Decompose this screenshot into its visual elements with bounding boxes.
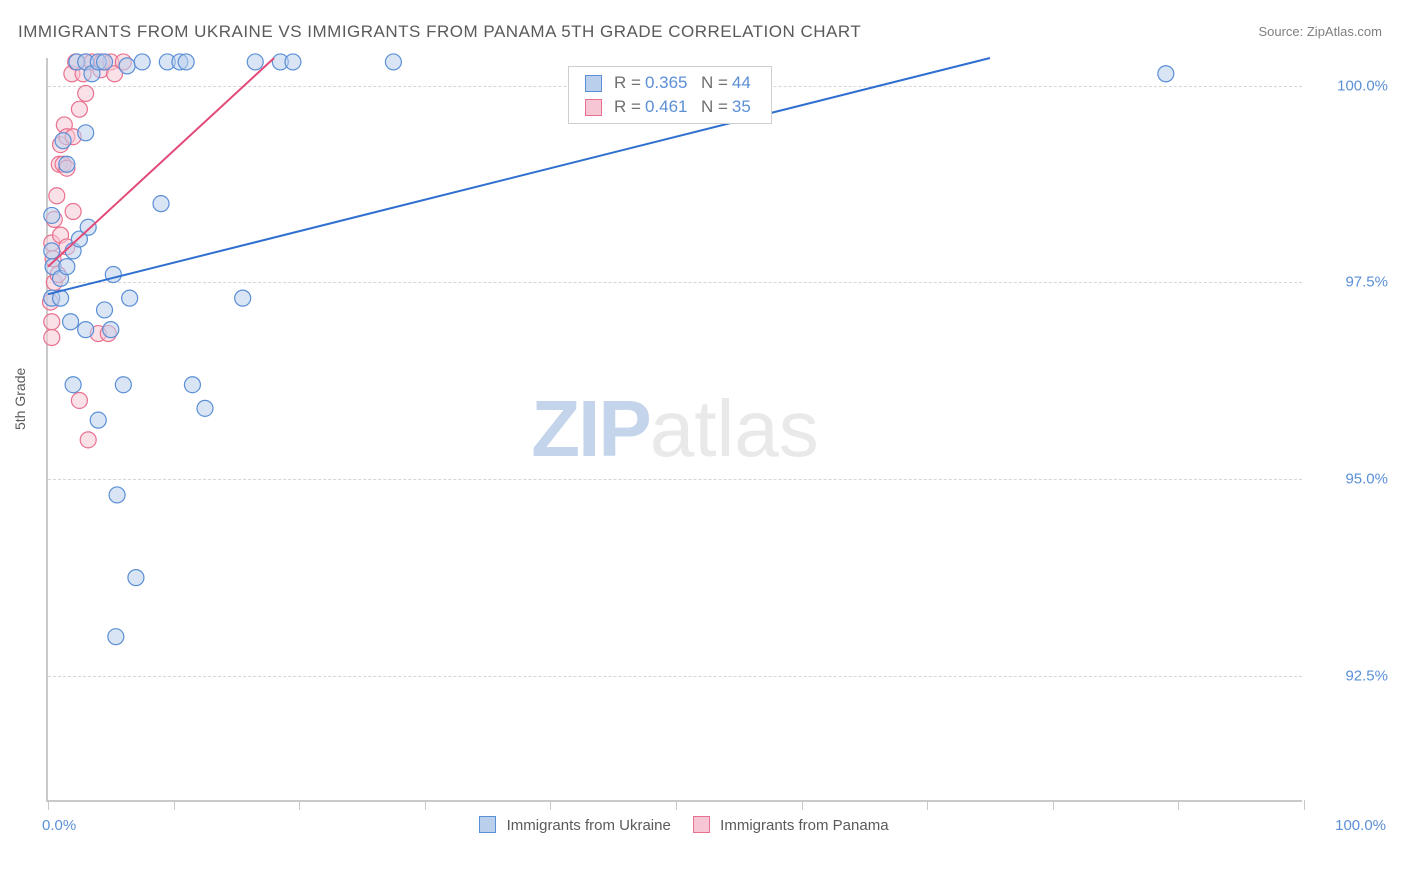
legend-bottom: Immigrants from Ukraine Immigrants from …	[48, 816, 1302, 834]
data-point	[235, 290, 251, 306]
data-point	[184, 377, 200, 393]
swatch-series-b-icon	[693, 816, 710, 833]
data-point	[80, 432, 96, 448]
data-point	[49, 188, 65, 204]
plot-area: ZIPatlas 92.5%95.0%97.5%100.0% R = 0.365…	[46, 58, 1302, 802]
data-point	[153, 196, 169, 212]
data-point	[103, 322, 119, 338]
x-tick	[927, 800, 928, 810]
r-label: R =	[614, 73, 641, 93]
x-tick	[802, 800, 803, 810]
data-point	[285, 54, 301, 70]
x-tick	[676, 800, 677, 810]
legend-label-b: Immigrants from Panama	[720, 817, 888, 834]
x-tick	[1053, 800, 1054, 810]
x-tick	[174, 800, 175, 810]
data-point	[385, 54, 401, 70]
data-point	[44, 314, 60, 330]
data-point	[97, 302, 113, 318]
data-point	[63, 314, 79, 330]
data-point	[44, 207, 60, 223]
data-point	[97, 54, 113, 70]
x-tick	[48, 800, 49, 810]
data-point	[78, 125, 94, 141]
swatch-series-a-icon	[585, 75, 602, 92]
legend-label-a: Immigrants from Ukraine	[507, 817, 671, 834]
data-point	[108, 629, 124, 645]
y-tick-label: 97.5%	[1318, 274, 1388, 291]
data-point	[59, 156, 75, 172]
stats-legend-box: R = 0.365 N = 44 R = 0.461 N = 35	[568, 66, 772, 124]
x-axis-label-max: 100.0%	[1335, 817, 1386, 834]
data-point	[78, 85, 94, 101]
source-label: Source:	[1258, 24, 1306, 39]
data-point	[71, 392, 87, 408]
swatch-series-b-icon	[585, 99, 602, 116]
x-tick	[1178, 800, 1179, 810]
data-point	[128, 570, 144, 586]
data-point	[122, 290, 138, 306]
chart-title: IMMIGRANTS FROM UKRAINE VS IMMIGRANTS FR…	[18, 22, 861, 42]
data-point	[65, 204, 81, 220]
data-point	[197, 400, 213, 416]
r-label: R =	[614, 97, 641, 117]
x-tick	[299, 800, 300, 810]
data-point	[90, 412, 106, 428]
regression-line-a	[48, 58, 990, 294]
stats-row-b: R = 0.461 N = 35	[569, 95, 771, 119]
y-tick-label: 92.5%	[1318, 668, 1388, 685]
n-label: N =	[701, 97, 728, 117]
n-label: N =	[701, 73, 728, 93]
data-point	[109, 487, 125, 503]
y-tick-label: 100.0%	[1318, 77, 1388, 94]
data-point	[59, 259, 75, 275]
data-point	[178, 54, 194, 70]
n-value-a: 44	[732, 73, 751, 93]
scatter-series-a	[44, 54, 1174, 645]
n-value-b: 35	[732, 97, 751, 117]
data-point	[55, 133, 71, 149]
data-point	[134, 54, 150, 70]
data-point	[44, 329, 60, 345]
data-point	[115, 377, 131, 393]
swatch-series-a-icon	[479, 816, 496, 833]
source-link[interactable]: ZipAtlas.com	[1307, 24, 1382, 39]
x-tick	[1304, 800, 1305, 810]
data-point	[78, 322, 94, 338]
r-value-a: 0.365	[645, 73, 688, 93]
y-tick-label: 95.0%	[1318, 471, 1388, 488]
data-point	[44, 243, 60, 259]
source-attribution: Source: ZipAtlas.com	[1258, 24, 1382, 39]
data-point	[247, 54, 263, 70]
stats-row-a: R = 0.365 N = 44	[569, 71, 771, 95]
r-value-b: 0.461	[645, 97, 688, 117]
data-point	[71, 101, 87, 117]
plot-svg	[48, 58, 1302, 800]
y-axis-title: 5th Grade	[12, 368, 28, 430]
data-point	[119, 58, 135, 74]
x-tick	[425, 800, 426, 810]
x-tick	[550, 800, 551, 810]
data-point	[80, 219, 96, 235]
data-point	[1158, 66, 1174, 82]
data-point	[65, 377, 81, 393]
